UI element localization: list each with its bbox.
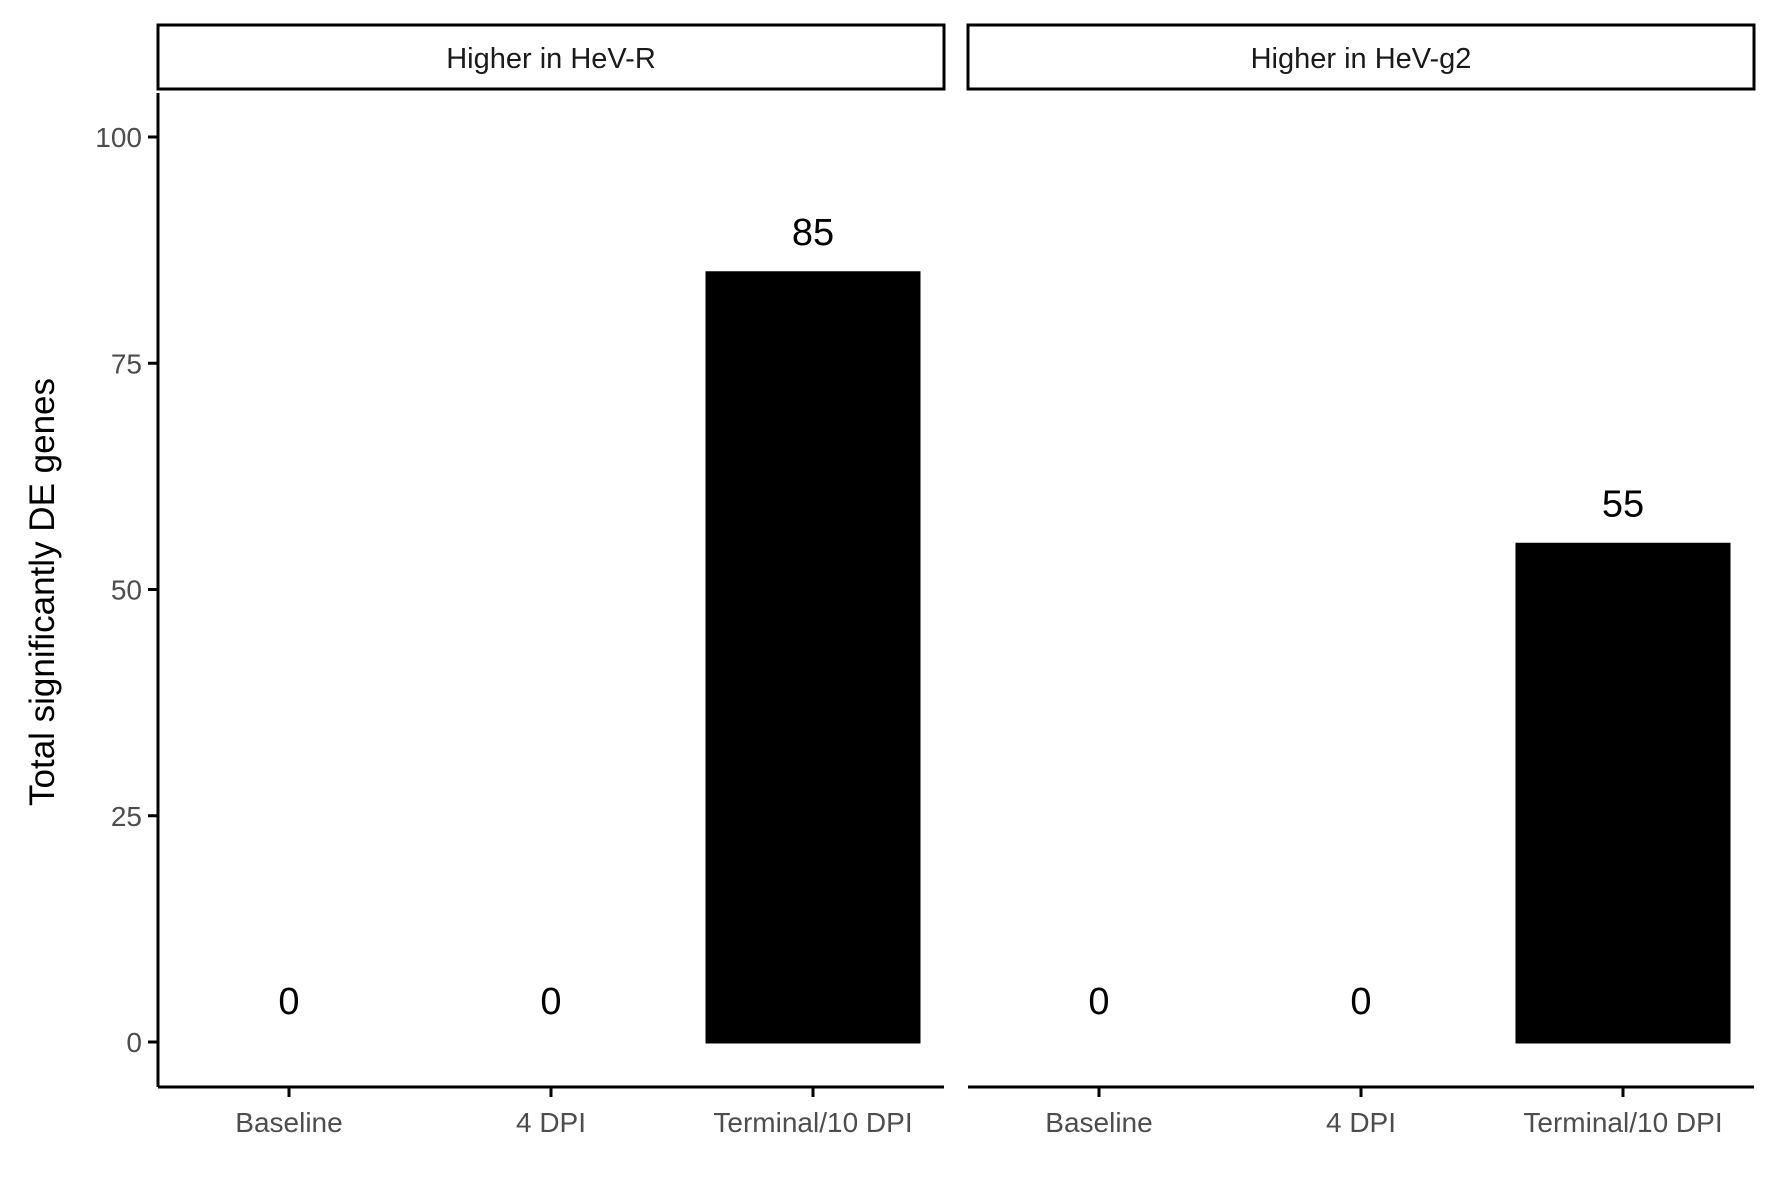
data-label: 85	[792, 212, 834, 254]
bar	[705, 271, 921, 1044]
x-tick-label: 4 DPI	[516, 1107, 586, 1138]
bar	[1515, 542, 1731, 1044]
data-label: 0	[278, 981, 299, 1023]
facet-strip-title: Higher in HeV-R	[446, 43, 656, 75]
data-label: 0	[1350, 981, 1371, 1023]
data-label: 0	[540, 981, 561, 1023]
facet-strip-title: Higher in HeV-g2	[1251, 43, 1472, 75]
y-tick-label: 0	[126, 1027, 142, 1058]
y-tick-label: 25	[111, 801, 142, 832]
y-tick-label: 50	[111, 575, 142, 606]
x-tick-label: 4 DPI	[1326, 1107, 1396, 1138]
x-tick-label: Baseline	[235, 1107, 342, 1138]
data-label: 55	[1602, 483, 1644, 525]
x-tick-label: Terminal/10 DPI	[713, 1107, 912, 1138]
y-tick-label: 100	[95, 122, 142, 153]
y-tick-label: 75	[111, 348, 142, 379]
x-tick-label: Baseline	[1045, 1107, 1152, 1138]
x-tick-label: Terminal/10 DPI	[1523, 1107, 1722, 1138]
data-label: 0	[1088, 981, 1109, 1023]
facet-strip	[156, 23, 946, 91]
y-axis-title: Total significantly DE genes	[23, 378, 62, 806]
facet-strip	[966, 23, 1756, 91]
